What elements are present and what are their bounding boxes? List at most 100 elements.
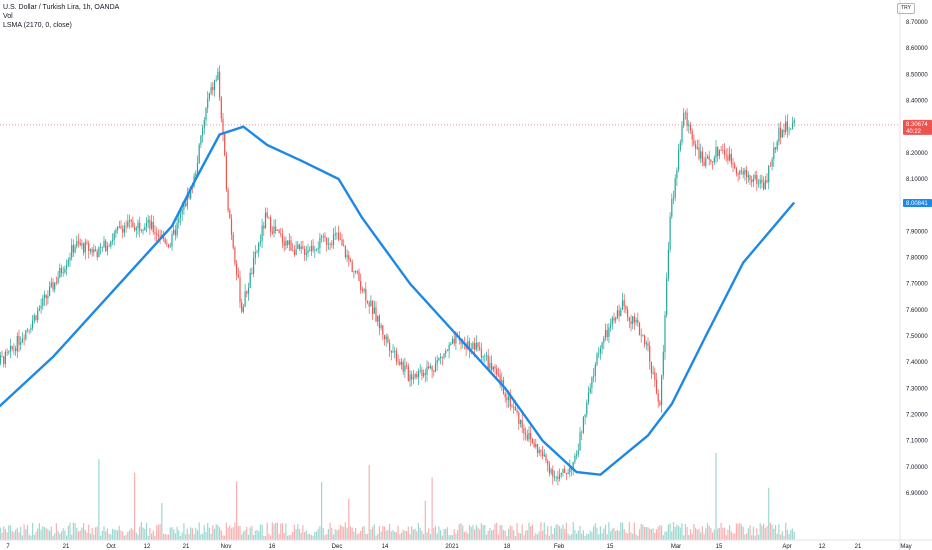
volume-bar-214 <box>348 498 350 540</box>
candle-body-386 <box>640 334 642 336</box>
price-axis[interactable]: 8.700008.600008.500008.400008.300008.200… <box>899 0 928 550</box>
volume-bar-87 <box>132 529 134 540</box>
candle-body-248 <box>406 365 408 367</box>
volume-bar-275 <box>451 535 454 540</box>
volume-bar-186 <box>300 532 302 540</box>
volume-bar-49 <box>67 525 69 540</box>
volume-bar-299 <box>492 529 494 540</box>
candle-body-388 <box>644 335 646 345</box>
volume-bar-399 <box>662 535 664 540</box>
volume-bar-441 <box>734 533 736 540</box>
volume-bar-440 <box>732 533 734 540</box>
volume-bar-247 <box>404 530 406 540</box>
symbol-title[interactable]: U.S. Dollar / Turkish Lira, 1h, OANDA <box>3 4 120 11</box>
candle-body-209 <box>339 239 341 240</box>
volume-legend[interactable]: Vol <box>3 13 13 20</box>
volume-bar-156 <box>249 527 251 540</box>
x-tick-label-2: Oct <box>106 544 116 550</box>
candle-body-261 <box>428 366 430 369</box>
candle-body-225 <box>366 300 369 303</box>
volume-bar-121 <box>190 527 192 540</box>
candle-body-416 <box>691 130 693 140</box>
candle-body-81 <box>122 228 124 233</box>
candle-body-204 <box>331 243 333 246</box>
volume-bar-71 <box>105 531 107 540</box>
volume-bar-459 <box>764 527 766 540</box>
volume-bar-190 <box>307 534 309 540</box>
candle-body-9 <box>0 355 1 364</box>
volume-bar-430 <box>715 452 717 540</box>
candle-body-303 <box>499 375 501 385</box>
volume-bar-86 <box>130 527 132 540</box>
volume-bar-207 <box>336 530 338 540</box>
candle-body-119 <box>186 193 188 207</box>
volume-bar-153 <box>244 530 246 540</box>
candle-body-376 <box>623 300 625 307</box>
volume-bar-182 <box>293 524 295 540</box>
candle-body-300 <box>494 366 496 369</box>
volume-bar-149 <box>237 526 239 540</box>
volume-bar-422 <box>701 526 703 540</box>
time-axis[interactable]: 7 21 Oct 12 21 Nov 16 Dec 14 2021 18 Feb 15 Mar 15 Apr 1… <box>0 539 932 550</box>
volume-bar-313 <box>516 522 518 540</box>
volume-bar-107 <box>166 534 168 540</box>
candle-body-335 <box>553 477 556 478</box>
volume-bar-460 <box>766 526 768 540</box>
volume-bar-274 <box>450 535 452 540</box>
candle-body-217 <box>353 271 355 272</box>
volume-bar-317 <box>523 535 525 540</box>
candle-body-147 <box>234 247 236 264</box>
volume-bar-31 <box>37 528 39 540</box>
volume-bar-176 <box>283 532 285 540</box>
volume-bar-263 <box>431 477 433 540</box>
candle-body-395 <box>655 379 658 394</box>
volume-bar-388 <box>644 526 646 540</box>
candle-body-148 <box>236 263 238 275</box>
candle-body-54 <box>76 241 78 247</box>
volume-bar-65 <box>94 527 97 540</box>
candle-body-263 <box>431 366 433 371</box>
indicator-legend[interactable]: LSMA (2170, 0, close) <box>3 22 72 29</box>
candle-body-407 <box>676 170 678 179</box>
candle-body-44 <box>59 267 61 278</box>
candle-body-214 <box>348 255 350 260</box>
volume-bar-360 <box>596 527 598 540</box>
volume-bar-338 <box>559 526 561 540</box>
candle-body-371 <box>615 318 617 321</box>
volume-bar-150 <box>239 525 241 540</box>
candle-body-452 <box>752 178 754 182</box>
volume-bar-184 <box>297 524 299 540</box>
volume-bar-410 <box>681 523 683 540</box>
volume-bar-265 <box>434 525 437 540</box>
candle-body-185 <box>298 244 301 249</box>
volume-bar-475 <box>791 528 794 540</box>
candle-body-326 <box>538 449 540 453</box>
candle-body-171 <box>275 226 277 231</box>
volume-bar-22 <box>21 535 23 540</box>
volume-bar-473 <box>788 533 790 540</box>
candle-body-111 <box>173 229 175 234</box>
candle-body-59 <box>84 242 86 253</box>
candle-body-18 <box>15 348 17 352</box>
candle-body-341 <box>564 468 566 473</box>
candle-body-299 <box>492 366 494 371</box>
candle-body-55 <box>77 241 80 243</box>
volume-bar-163 <box>261 524 263 540</box>
volume-bar-448 <box>746 533 748 540</box>
candle-body-183 <box>295 248 297 255</box>
volume-bar-316 <box>521 524 523 540</box>
candle-body-310 <box>511 406 513 408</box>
currency-badge[interactable]: TRY <box>897 3 915 14</box>
candle-body-170 <box>273 226 275 234</box>
volume-bar-267 <box>438 526 440 540</box>
candle-body-190 <box>307 250 309 254</box>
candle-body-339 <box>560 472 562 475</box>
candle-body-213 <box>346 255 348 258</box>
candle-body-473 <box>788 129 790 131</box>
candle-body-262 <box>429 366 431 369</box>
volume-bar-51 <box>71 534 73 540</box>
candle-body-144 <box>229 210 231 219</box>
volume-bar-47 <box>64 530 66 540</box>
volume-bar-308 <box>508 528 510 540</box>
